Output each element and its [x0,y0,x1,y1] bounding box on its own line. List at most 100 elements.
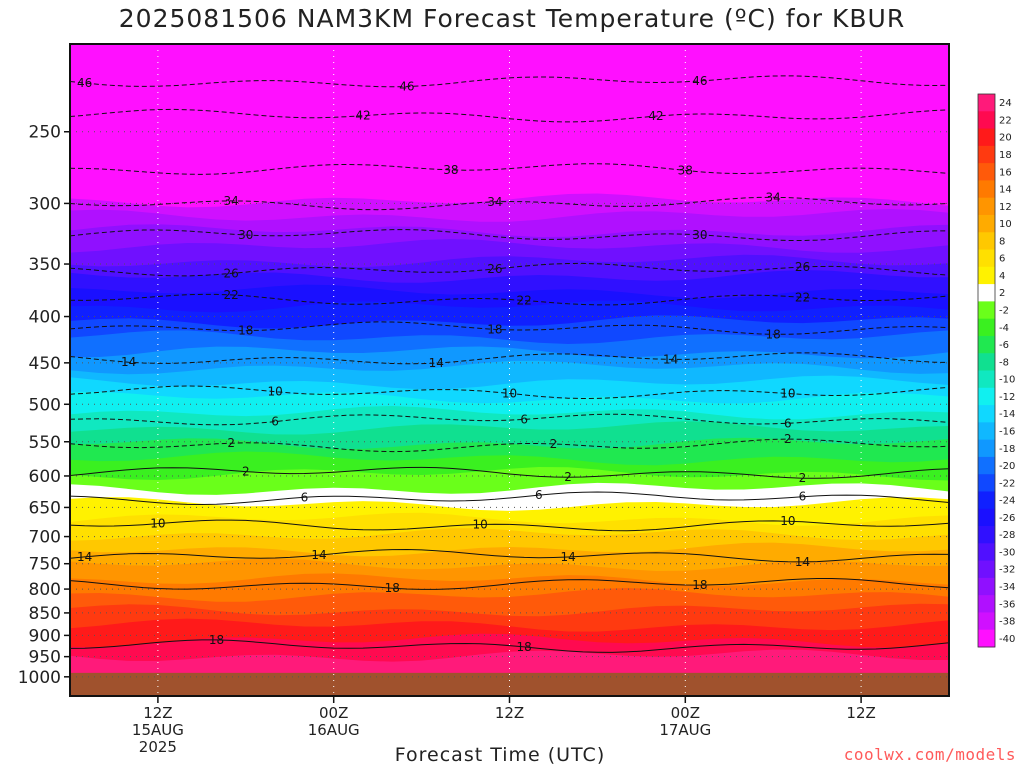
contour-line [70,293,949,306]
temperature-band [70,526,949,557]
temperature-band [70,237,949,268]
colorbar-swatch [978,405,995,423]
x-tick-label: 12Z [495,704,524,722]
colorbar-swatch [978,629,995,648]
contour-lines [70,75,949,653]
colorbar-swatch [978,266,995,285]
colorbar-label: -10 [999,375,1015,386]
colorbar-label: -14 [999,409,1015,420]
contour-line [70,639,949,653]
temperature-band [70,571,949,602]
y-tick-label: 600 [29,467,61,487]
colorbar-swatch [978,353,995,371]
contour-label: 46 [399,80,414,94]
temperature-band [70,44,949,208]
colorbar-swatch [978,491,995,510]
temperature-band [70,344,949,375]
contour-line [70,548,949,563]
contour-label: 14 [429,356,444,370]
y-tick-label: 1000 [18,668,61,688]
colorbar-label: -40 [999,634,1015,645]
contour-line [70,438,949,453]
contour-label: 18 [517,640,532,654]
colorbar-swatch [978,612,995,631]
y-tick-label: 500 [29,395,61,415]
x-tick-label: 16AUG [308,721,360,739]
contour-label: 30 [692,228,707,242]
y-tick-label: 850 [29,604,61,624]
contour-label: 18 [209,633,224,647]
contour-label: 10 [780,514,795,528]
contour-label: 10 [267,385,282,399]
contour-label: 2 [799,471,807,485]
contour-line [70,108,949,123]
contour-label: 38 [443,163,458,177]
contour-label: 14 [560,550,575,564]
temperature-band [70,601,949,632]
contour-line [70,196,949,211]
contour-label: 10 [502,386,517,400]
contour-label: 10 [473,517,488,531]
colorbar-label: 8 [999,236,1005,247]
contour-label: 34 [487,195,502,209]
colorbar-swatch [978,508,995,527]
contour-label: 30 [238,228,253,242]
temperature-band [70,313,949,344]
contour-label: 38 [678,163,693,177]
colorbar-label: -24 [999,496,1015,507]
colorbar-label: -18 [999,444,1015,455]
contour-label: 14 [311,548,326,562]
colorbar-swatch [978,370,995,389]
colorbar-swatch [978,249,995,268]
y-tick-label: 450 [29,354,61,374]
colorbar-swatch [978,128,995,147]
contour-label: 34 [766,190,781,204]
colorbar-label: 14 [999,185,1012,196]
colorbar-label: -38 [999,617,1015,628]
colorbar-label: 2 [999,288,1005,299]
contour-label: 34 [224,194,239,208]
x-tick-label: 12Z [143,704,172,722]
colorbar-label: 16 [999,167,1012,178]
colorbar-label: 6 [999,254,1005,265]
contour-line [70,229,949,241]
colorbar-label: 18 [999,150,1012,161]
colorbar-label: 20 [999,133,1012,144]
contour-line [70,413,949,426]
colorbar-swatch [978,284,995,302]
contour-label: 6 [301,490,309,504]
temperature-band [70,404,949,435]
colorbar-label: -8 [999,357,1009,368]
contour-line [70,385,949,400]
colorbar-legend: 24 22 20 18 16 14 12 10 8 6 4 2 -2 -4 -6 -8 -10 -12 -14 -16… [977,93,1015,648]
contour-label: 42 [355,109,370,123]
contour-label: 26 [487,262,502,276]
contour-label: 14 [77,550,92,564]
chart-title: 2025081506 NAM3KM Forecast Temperature (… [118,4,906,33]
colorbar-swatch [978,422,995,441]
colorbar-swatch [978,197,995,216]
contour-label: 2 [550,437,558,451]
y-tick-label: 300 [29,194,61,214]
colorbar-swatch [978,543,995,562]
contour-label: 46 [77,76,92,90]
contour-line [70,321,949,335]
site-credit[interactable]: coolwx.com/models [843,745,1016,764]
y-tick-label: 950 [29,648,61,668]
x-axis-title: Forecast Time (UTC) [394,744,606,766]
colorbar-label: -22 [999,478,1015,489]
y-axis: 2503003504004505005506006507007508008509… [18,123,70,688]
temperature-band [70,328,949,359]
contour-label: 2 [227,436,235,450]
temperature-band [70,556,949,586]
contour-label: 22 [795,290,810,304]
x-tick-label: 2025 [139,738,177,756]
contour-label: 26 [224,266,239,280]
colorbar-swatch [978,456,995,475]
contour-line [70,163,949,175]
contour-label: 46 [692,74,707,88]
colorbar-label: 10 [999,219,1012,230]
contour-label: 6 [535,488,543,502]
colorbar-label: 4 [999,271,1005,282]
